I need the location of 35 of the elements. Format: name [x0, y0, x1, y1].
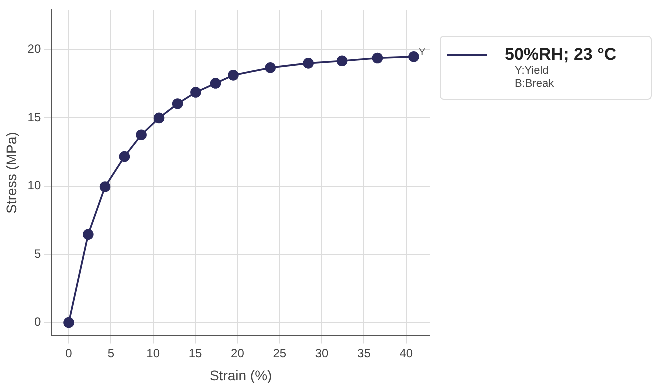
point — [228, 70, 239, 81]
x-tick-label: 15 — [188, 346, 203, 360]
x-tick-label: 20 — [231, 346, 245, 360]
y-tick-label: 0 — [34, 315, 42, 330]
point — [372, 52, 384, 64]
x-tick-label: 30 — [315, 346, 330, 360]
point — [172, 98, 184, 110]
point — [154, 112, 165, 124]
y-tick-label: 10 — [28, 178, 42, 193]
point — [408, 51, 420, 62]
point — [136, 130, 147, 141]
text: Y:Yield — [515, 65, 550, 78]
x-axis-title: Strain (%) — [210, 367, 272, 384]
legend-label: 50%RH; 23 °C — [505, 45, 617, 65]
x-tick-label: 25 — [273, 346, 287, 360]
point — [100, 182, 111, 192]
text: B:Break — [515, 78, 556, 91]
point — [303, 58, 314, 69]
point — [119, 151, 130, 162]
x-tick-label: 0 — [66, 346, 73, 360]
point — [336, 56, 348, 67]
x-tick-label: 40 — [400, 346, 414, 360]
x-tick-label: 5 — [108, 346, 115, 360]
x-tick-label: 10 — [146, 346, 160, 360]
y-axis-title: Stress (MPa) — [3, 132, 20, 214]
x-tick-label: 35 — [358, 346, 372, 360]
annotation: Y — [418, 48, 426, 59]
y-tick-label: 5 — [34, 246, 42, 261]
point — [64, 317, 74, 328]
y-tick-label: 15 — [28, 110, 42, 124]
y-tick-label: 20 — [28, 42, 42, 56]
point — [265, 62, 276, 74]
point — [210, 78, 222, 89]
point — [190, 87, 202, 98]
point — [83, 229, 94, 240]
